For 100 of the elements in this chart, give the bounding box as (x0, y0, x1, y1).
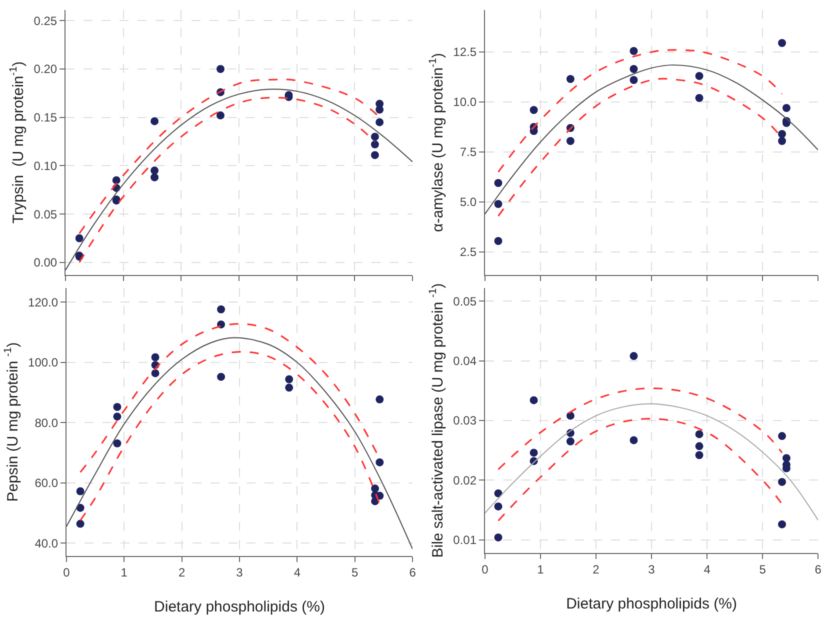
point (778, 39, 786, 47)
y-tick-label: 120.0 (28, 295, 58, 310)
point (530, 396, 538, 404)
point (376, 458, 384, 466)
x-tick-label: 6 (814, 562, 822, 576)
line-series (66, 337, 413, 550)
x-tick-label: 3 (236, 565, 244, 580)
point (630, 65, 638, 73)
point (285, 384, 294, 392)
line-series (484, 403, 818, 521)
point (782, 104, 790, 112)
y-tick-label: 0.00 (34, 256, 58, 270)
y-tick-label: 12.5 (453, 45, 477, 60)
point (113, 439, 122, 448)
x-tick-label: 4 (294, 565, 301, 580)
y-tick-label: 0.02 (453, 473, 477, 488)
x-axis-title: Dietary phospholipids (%) (566, 595, 737, 612)
line-series (497, 387, 783, 470)
point (530, 448, 538, 457)
x-tick-label: 0 (482, 562, 489, 576)
y-tick-label: 10.0 (453, 95, 477, 110)
line-series (65, 88, 413, 271)
y-tick-label: 0.25 (34, 14, 58, 28)
x-tick-label: 6 (409, 565, 416, 580)
x-tick-label: 1 (537, 562, 544, 576)
x-tick-label: 5 (759, 562, 766, 576)
point (216, 65, 224, 73)
y-tick-label: 0.10 (34, 158, 58, 173)
x-tick-label: 3 (648, 562, 656, 576)
point (566, 437, 574, 446)
y-tick-label: 0.05 (34, 207, 58, 222)
x-tick-label: 0 (63, 565, 70, 580)
point (113, 402, 122, 411)
point (217, 305, 226, 314)
point (630, 352, 638, 360)
point (112, 176, 120, 184)
point (285, 375, 294, 384)
y-tick-label: 0.05 (453, 294, 477, 308)
point (630, 47, 638, 55)
point (695, 451, 704, 460)
point (630, 436, 638, 444)
x-tick-label: 2 (592, 562, 600, 576)
point (566, 412, 574, 420)
point (695, 72, 704, 80)
point (75, 234, 84, 242)
point (494, 237, 502, 245)
point (150, 166, 159, 175)
point (217, 372, 226, 381)
x-tick-label: 1 (120, 565, 128, 580)
point (778, 478, 786, 486)
point (530, 106, 538, 114)
line-series (497, 418, 783, 522)
point (494, 533, 502, 542)
point (782, 454, 790, 462)
point (778, 130, 786, 138)
point (376, 395, 384, 404)
point (494, 179, 502, 187)
y-tick-label: 0.03 (453, 414, 477, 428)
point (216, 111, 224, 120)
point (376, 118, 384, 126)
point (76, 520, 84, 528)
point (150, 117, 159, 126)
point (113, 412, 122, 421)
point (494, 200, 502, 208)
y-tick-label: 7.5 (460, 145, 477, 160)
y-tick-label: 80.0 (34, 416, 58, 430)
y-tick-label: 0.04 (453, 354, 477, 368)
y-tick-label: 5.0 (460, 195, 477, 210)
point (370, 151, 379, 160)
y-tick-label: 2.5 (460, 245, 477, 260)
point (370, 140, 379, 148)
point (778, 137, 786, 145)
point (376, 106, 384, 114)
point (695, 94, 704, 102)
x-axis-title: Dietary phospholipids (%) (154, 598, 325, 616)
y-tick-label: 0.01 (453, 533, 477, 548)
point (151, 369, 160, 378)
y-tick-label: 40.0 (34, 536, 58, 550)
point (778, 432, 786, 440)
point (371, 484, 380, 493)
x-tick-label: 5 (352, 565, 359, 580)
point (150, 173, 159, 182)
point (695, 430, 704, 438)
line-series (484, 64, 818, 215)
y-tick-label: 0.15 (34, 110, 58, 125)
line-series (497, 49, 783, 173)
point (494, 502, 502, 510)
point (566, 137, 574, 145)
y-tick-label: 0.20 (34, 62, 58, 76)
y-tick-label: 60.0 (34, 476, 58, 490)
point (778, 520, 786, 528)
y-tick-label: 100.0 (28, 356, 58, 370)
point (217, 320, 226, 328)
x-tick-label: 2 (178, 565, 186, 580)
x-tick-label: 4 (704, 562, 711, 576)
point (370, 132, 379, 141)
point (566, 75, 574, 83)
point (76, 487, 84, 496)
point (151, 353, 160, 362)
point (630, 76, 638, 84)
